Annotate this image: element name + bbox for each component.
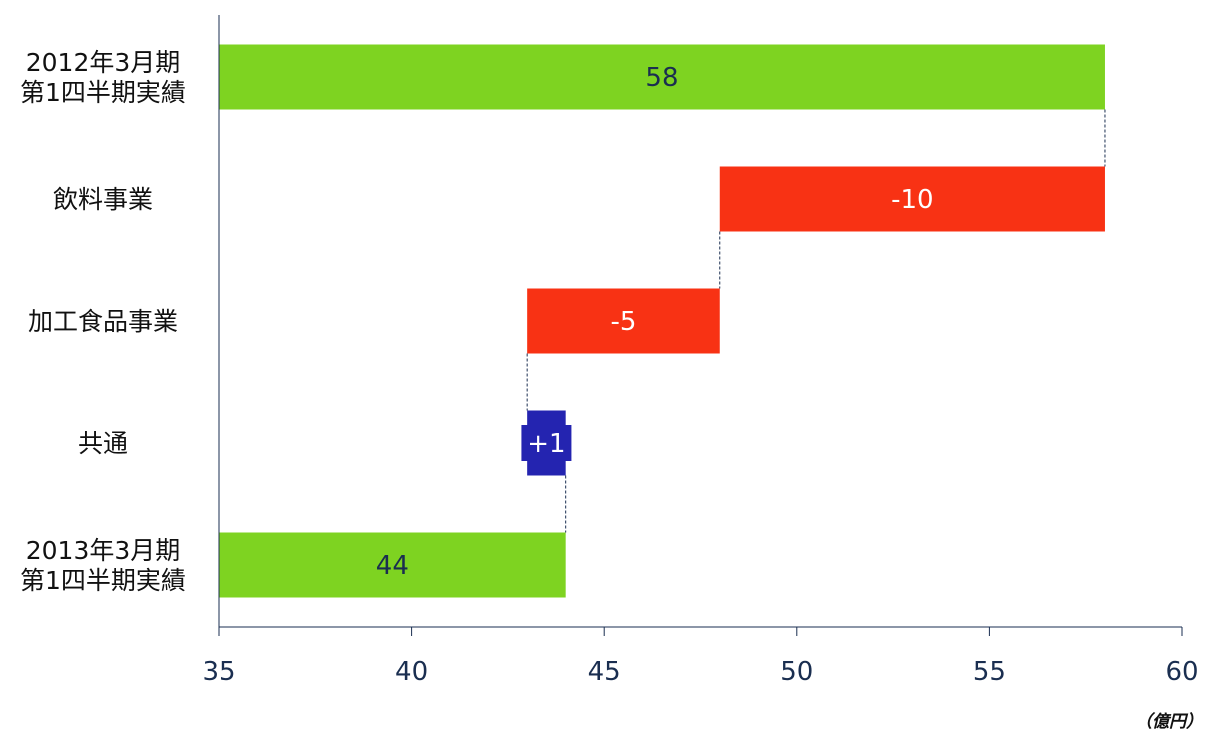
x-tick-label-4: 55 xyxy=(973,657,1006,687)
x-tick-label-3: 50 xyxy=(780,657,813,687)
category-label-line: 共通 xyxy=(78,429,128,458)
category-label-4: 2013年3月期第1四半期実績 xyxy=(20,536,186,595)
category-labels: 2012年3月期第1四半期実績飲料事業加工食品事業共通2013年3月期第1四半期… xyxy=(20,48,186,595)
category-label-line: 加工食品事業 xyxy=(28,307,178,336)
category-label-line: 第1四半期実績 xyxy=(20,566,186,595)
bar-0 xyxy=(219,44,1105,110)
category-label-line: 2013年3月期 xyxy=(26,536,181,565)
bar-label-0: 58 xyxy=(645,63,678,93)
category-label-2: 加工食品事業 xyxy=(28,307,178,336)
category-label-line: 飲料事業 xyxy=(53,185,153,214)
category-label-line: 第1四半期実績 xyxy=(20,78,186,107)
unit-label: （億円） xyxy=(1135,712,1203,732)
bar-label-4: 44 xyxy=(376,551,409,581)
x-tick-label-1: 40 xyxy=(395,657,428,687)
bar-label-1: -10 xyxy=(891,185,933,215)
x-tick-label-0: 35 xyxy=(202,657,235,687)
connector-lines xyxy=(526,109,1106,533)
axes-group xyxy=(218,15,1183,636)
x-tick-label-5: 60 xyxy=(1165,657,1198,687)
bar-2 xyxy=(527,288,720,354)
bar-label-2: -5 xyxy=(610,307,636,337)
category-label-1: 飲料事業 xyxy=(53,185,153,214)
category-label-3: 共通 xyxy=(78,429,128,458)
category-label-line: 2012年3月期 xyxy=(26,48,181,77)
tick-labels: 35 40 45 50 55 60 xyxy=(202,657,1198,687)
bar-label-3: +1 xyxy=(527,429,565,459)
bars-group: 58 -10 -5 +1 44 xyxy=(219,44,1105,598)
x-tick-label-2: 45 xyxy=(588,657,621,687)
bar-1 xyxy=(719,166,1105,232)
bar-label-bg-3 xyxy=(521,425,572,461)
category-label-0: 2012年3月期第1四半期実績 xyxy=(20,48,186,107)
bar-4 xyxy=(219,532,566,598)
